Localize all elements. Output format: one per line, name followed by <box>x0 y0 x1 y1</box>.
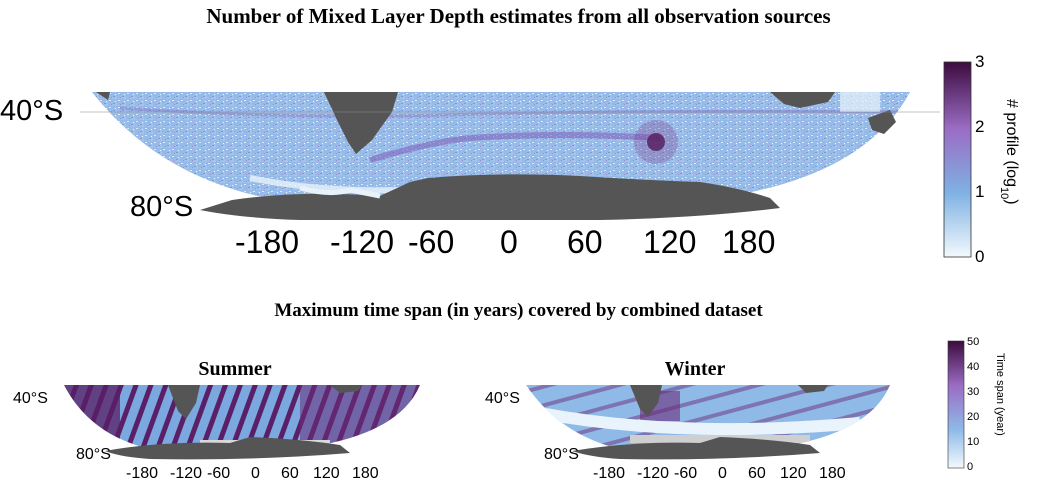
lon-label: -180 <box>126 465 158 482</box>
lon-label: -180 <box>593 465 625 482</box>
winter-map: 40°S 80°S -180 -120 -60 0 60 120 180 <box>485 385 890 482</box>
summer-land <box>105 385 362 460</box>
lon-label: -60 <box>207 465 230 482</box>
lon-label: 60 <box>748 465 766 482</box>
timespan-colorbar-label: Time span (year) <box>994 353 1006 436</box>
lat-label-40s: 40°S <box>0 95 63 127</box>
colorbar-tick: 0 <box>975 247 984 265</box>
top-map-ocean <box>92 92 910 206</box>
colorbar-tick: 20 <box>967 411 979 423</box>
top-map-land <box>96 92 896 220</box>
lon-label: 60 <box>567 224 603 260</box>
lon-label: 120 <box>780 465 807 482</box>
lon-label: 120 <box>313 465 340 482</box>
colorbar-tick: 3 <box>975 55 984 71</box>
colorbar-tick: 10 <box>967 436 979 448</box>
colorbar-tick: 50 <box>967 336 979 348</box>
summer-map: 40°S 80°S -180 -120 -60 0 60 120 180 <box>13 385 420 482</box>
lon-label: 0 <box>718 465 727 482</box>
lon-label: -120 <box>330 224 394 260</box>
summer-title: Summer <box>198 358 272 380</box>
lon-label: 180 <box>352 465 379 482</box>
lon-label: 60 <box>281 465 299 482</box>
lat-label-80s: 80°S <box>76 446 111 463</box>
figure-title: Number of Mixed Layer Depth estimates fr… <box>206 4 831 28</box>
lon-label: 180 <box>722 224 775 260</box>
lon-label: -60 <box>674 465 697 482</box>
top-map-lon-labels: -180 -120 -60 0 60 120 180 <box>235 224 775 260</box>
lon-label: 120 <box>643 224 696 260</box>
winter-land <box>572 385 828 460</box>
lon-label: 0 <box>251 465 260 482</box>
profile-colorbar-label: # profile (log10) <box>998 99 1020 205</box>
lat-label-40s: 40°S <box>13 390 48 407</box>
section-title: Maximum time span (in years) covered by … <box>274 300 763 321</box>
profile-colorbar-gradient <box>943 61 972 258</box>
lon-label: -180 <box>235 224 299 260</box>
lon-label: -60 <box>408 224 454 260</box>
colorbar-tick: 30 <box>967 386 979 398</box>
lat-label-80s: 80°S <box>130 191 193 223</box>
top-map: 40°S 80°S -180 -120 -60 0 60 120 180 <box>0 92 940 260</box>
lon-label: -120 <box>637 465 669 482</box>
colorbar-tick: 1 <box>975 182 984 201</box>
profile-colorbar: 3 2 1 0 # profile (log10) <box>943 55 1020 265</box>
colorbar-tick: 0 <box>967 461 973 473</box>
top-map-ice-edge <box>299 185 381 199</box>
colorbar-tick: 2 <box>975 117 984 136</box>
lon-label: 180 <box>819 465 846 482</box>
lon-label: -120 <box>170 465 202 482</box>
winter-title: Winter <box>664 358 726 380</box>
colorbar-tick: 40 <box>967 361 979 373</box>
timespan-colorbar-gradient <box>947 340 965 469</box>
lat-label-80s: 80°S <box>544 446 579 463</box>
timespan-colorbar: 50 40 30 20 10 0 Time span (year) <box>947 336 1006 473</box>
lon-label: 0 <box>500 224 518 260</box>
lat-label-40s: 40°S <box>485 390 520 407</box>
